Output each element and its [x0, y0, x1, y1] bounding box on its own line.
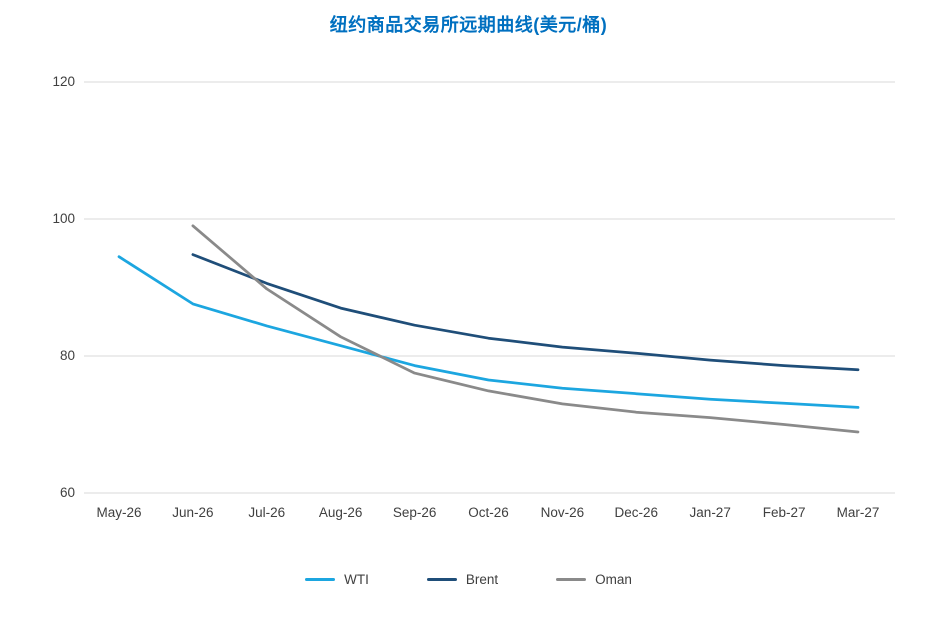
- legend-item-oman: Oman: [556, 572, 632, 587]
- x-axis-tick-label: Feb-27: [762, 505, 806, 520]
- y-axis-tick-label: 120: [52, 74, 75, 89]
- x-axis-tick-label: Jul-26: [248, 505, 286, 520]
- brent-line-marker: [426, 577, 457, 581]
- legend-label-wti: WTI: [344, 571, 369, 587]
- wti-line-marker: [305, 577, 336, 581]
- x-axis-tick-label: Sep-26: [392, 505, 437, 520]
- x-axis-tick-label: May-26: [96, 505, 142, 520]
- chart-title: 纽约商品交易所远期曲线(美元/桶): [329, 15, 608, 35]
- legend: WTI Brent Oman: [0, 568, 937, 590]
- oman-line-marker: [556, 577, 587, 581]
- x-axis-tick-label: Nov-26: [540, 505, 585, 520]
- wti-line: [117, 255, 860, 409]
- x-axis-tick-label: Oct-26: [468, 505, 509, 520]
- y-axis-tick-label: 80: [59, 348, 75, 363]
- legend-label-brent: Brent: [465, 571, 499, 587]
- legend-label-oman: Oman: [595, 571, 632, 587]
- legend-item-wti: WTI: [305, 572, 369, 587]
- legend-item-brent: Brent: [426, 571, 499, 587]
- y-axis-tick-label: 60: [59, 485, 75, 500]
- x-axis-tick-label: Jun-26: [172, 505, 214, 520]
- brent-line: [191, 253, 860, 372]
- oman-line: [191, 224, 860, 434]
- x-axis-tick-label: Aug-26: [318, 505, 363, 520]
- y-axis-tick-label: 100: [52, 211, 75, 226]
- x-axis-tick-label: Dec-26: [614, 505, 659, 520]
- x-axis-tick-label: Jan-27: [689, 505, 731, 520]
- x-axis-tick-label: Mar-27: [836, 505, 880, 520]
